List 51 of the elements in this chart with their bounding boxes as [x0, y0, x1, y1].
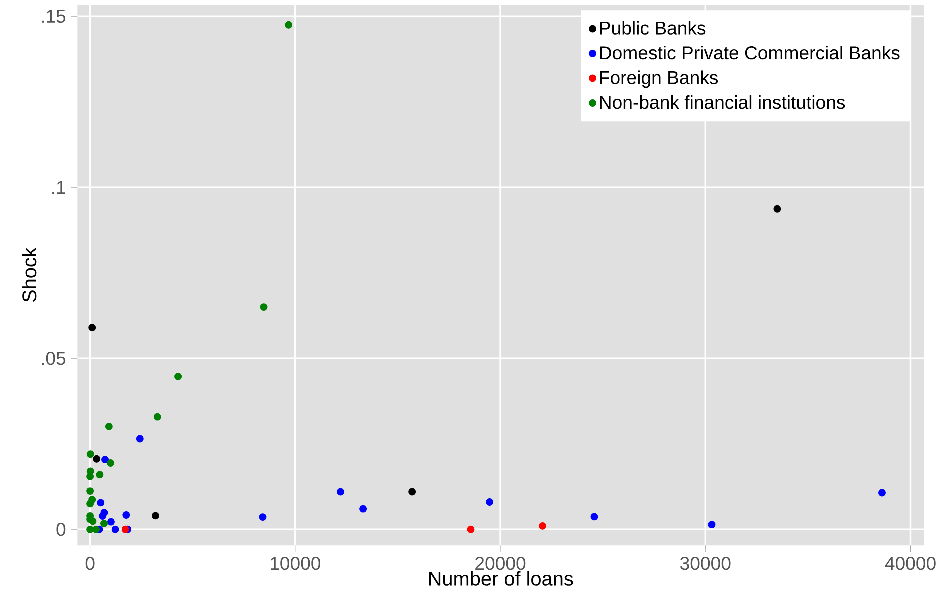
- y-tick-label: 0: [56, 522, 66, 536]
- y-axis-title: Shock: [22, 247, 37, 302]
- x-tick-label: 20000: [476, 556, 526, 570]
- point: [774, 205, 782, 213]
- x-axis-title: Number of loans: [429, 571, 574, 586]
- y-tick-label: .15: [42, 10, 66, 23]
- point: [154, 413, 162, 421]
- point: [539, 522, 546, 530]
- point: [107, 459, 115, 467]
- legend-label: Foreign Banks: [600, 70, 718, 88]
- point: [88, 324, 96, 332]
- point: [92, 526, 100, 534]
- x-tick-label: 30000: [680, 556, 731, 570]
- point: [93, 455, 101, 463]
- point: [96, 470, 104, 478]
- point: [89, 517, 97, 525]
- x-tick-label: 10000: [270, 556, 321, 570]
- point: [486, 498, 494, 506]
- point: [360, 505, 368, 513]
- legend-label: Non-bank financial institutions: [600, 95, 846, 109]
- point: [99, 512, 107, 520]
- legend-label: Domestic Private Commercial Banks: [600, 46, 900, 60]
- y-tick-label: .1: [52, 180, 66, 194]
- point: [86, 487, 94, 495]
- point: [112, 526, 120, 534]
- point: [590, 513, 598, 520]
- x-tick-label: 0: [86, 556, 95, 570]
- point: [136, 435, 144, 442]
- point: [86, 450, 94, 458]
- x-tick-label: 40000: [885, 556, 936, 570]
- point: [105, 422, 113, 430]
- point: [260, 303, 268, 311]
- point: [102, 456, 109, 464]
- point: [467, 526, 475, 534]
- point: [337, 488, 344, 496]
- point: [86, 500, 94, 508]
- point: [408, 488, 416, 496]
- point: [122, 526, 130, 534]
- point: [86, 472, 94, 480]
- point: [122, 511, 130, 519]
- point: [708, 520, 716, 528]
- point: [97, 498, 105, 506]
- point: [285, 21, 293, 29]
- point: [152, 512, 160, 520]
- legend-label: Public Banks: [600, 21, 706, 35]
- point: [259, 513, 267, 521]
- point: [174, 372, 182, 380]
- y-tick-label: .05: [42, 352, 66, 365]
- point: [108, 518, 115, 526]
- point: [878, 489, 886, 496]
- point: [100, 520, 108, 528]
